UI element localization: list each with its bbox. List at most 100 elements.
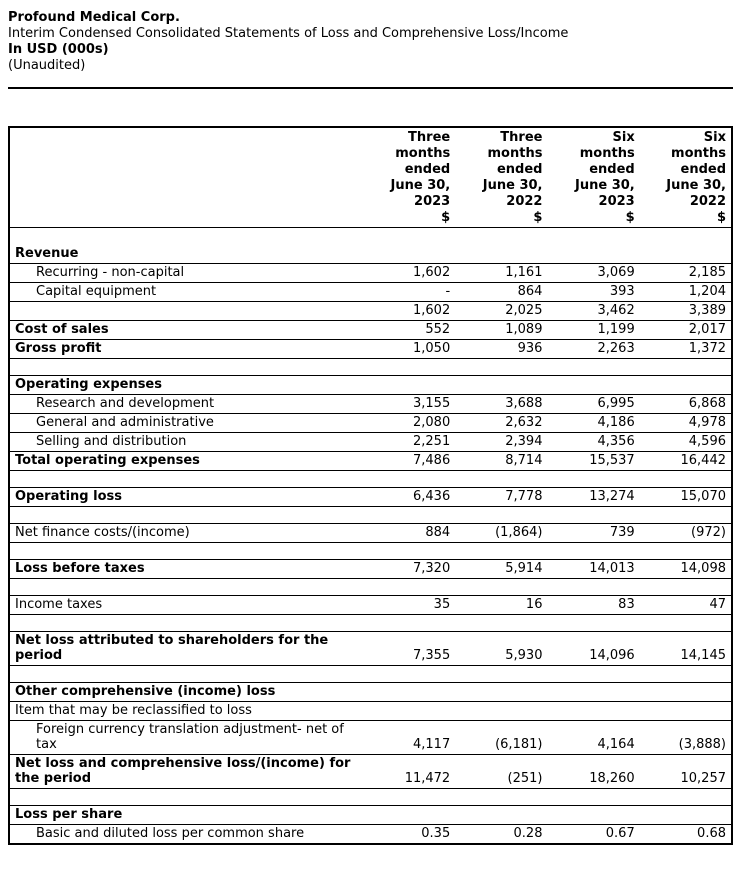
company-name: Profound Medical Corp. [8, 10, 180, 25]
table-row-spacer-5 [9, 578, 732, 596]
table-row-revenue-header: Revenue [9, 244, 732, 264]
cell-value [455, 506, 548, 524]
table-row-spacer-2 [9, 470, 732, 488]
table-row-spacer-1 [9, 358, 732, 376]
cell-value [547, 665, 640, 683]
cell-value: 4,596 [639, 432, 732, 452]
row-label: Income taxes [9, 595, 363, 615]
cell-value: 2,263 [547, 339, 640, 359]
table-row-general-and-administrative: General and administrative 2,080 2,632 4,18… [9, 413, 732, 433]
cell-value [639, 375, 732, 395]
cell-value: 1,372 [639, 339, 732, 359]
row-label [9, 578, 363, 596]
cell-value [547, 375, 640, 395]
table-row-loss-before-taxes: Loss before taxes 7,320 5,914 14,013 14,098 [9, 559, 732, 579]
cell-value [547, 228, 639, 245]
cell-value: 2,251 [362, 432, 456, 452]
cell-value: 7,320 [362, 559, 456, 579]
cell-value [455, 578, 548, 596]
audit-note: (Unaudited) [8, 58, 86, 73]
cell-value [362, 701, 456, 721]
row-label-column-header [9, 127, 363, 228]
cell-value: (251) [455, 754, 548, 789]
cell-value: 4,117 [362, 720, 456, 755]
cell-value [455, 375, 548, 395]
cell-value [547, 682, 640, 702]
cell-value [547, 701, 640, 721]
cell-value [639, 358, 732, 376]
row-label [9, 506, 363, 524]
cell-value [547, 358, 640, 376]
row-label: Cost of sales [9, 320, 363, 340]
cell-value [639, 542, 732, 560]
cell-value: 0.28 [455, 824, 548, 844]
cell-value: 16,442 [639, 451, 732, 471]
cell-value [455, 244, 548, 264]
table-row-total-operating-expenses: Total operating expenses 7,486 8,714 15,537… [9, 451, 732, 471]
cell-value: 10,257 [639, 754, 732, 789]
cell-value [640, 228, 732, 245]
row-label: Research and development [9, 394, 363, 414]
cell-value: 0.67 [547, 824, 640, 844]
cell-value: 83 [547, 595, 640, 615]
cell-value: 14,013 [547, 559, 640, 579]
table-row-operating-expenses-header: Operating expenses [9, 375, 732, 395]
cell-value [455, 614, 548, 632]
cell-value [547, 244, 640, 264]
row-label [9, 614, 363, 632]
cell-value [455, 805, 548, 825]
cell-value: 4,186 [547, 413, 640, 433]
cell-value [639, 244, 732, 264]
header-divider [8, 87, 733, 89]
row-label: Item that may be reclassified to loss [9, 701, 363, 721]
cell-value: 6,995 [547, 394, 640, 414]
table-row-other-comprehensive-income-loss-header: Other comprehensive (income) loss [9, 682, 732, 702]
cell-value: 1,602 [362, 301, 456, 321]
cell-value [362, 682, 456, 702]
table-row-total-revenue: 1,602 2,025 3,462 3,389 [9, 301, 732, 321]
cell-value [362, 375, 456, 395]
period-column-header-three-months-2023: Three months ended June 30, 2023 $ [362, 127, 456, 228]
cell-value [639, 701, 732, 721]
cell-value [639, 665, 732, 683]
cell-value: 14,096 [547, 631, 640, 666]
cell-value: 2,080 [362, 413, 456, 433]
cell-value: (3,888) [639, 720, 732, 755]
period-column-header-six-months-2023: Six months ended June 30, 2023 $ [547, 127, 640, 228]
cell-value [547, 506, 640, 524]
cell-value: (972) [639, 523, 732, 543]
cell-value [455, 788, 548, 806]
table-row-spacer-6 [9, 614, 732, 632]
row-label [9, 665, 363, 683]
cell-value: 3,462 [547, 301, 640, 321]
row-label [9, 301, 363, 321]
cell-value: 393 [547, 282, 640, 302]
cell-value [455, 542, 548, 560]
cell-value [547, 788, 640, 806]
cell-value [362, 470, 456, 488]
cell-value [547, 614, 640, 632]
cell-value: 936 [455, 339, 548, 359]
cell-value: 6,868 [639, 394, 732, 414]
cell-value [362, 358, 456, 376]
cell-value: 11,472 [362, 754, 456, 789]
currency-note: In USD (000s) [8, 42, 109, 57]
cell-value: 7,355 [362, 631, 456, 666]
table-row-spacer-3 [9, 506, 732, 524]
row-label: Net loss and comprehensive loss/(income)… [9, 754, 363, 789]
cell-value [639, 506, 732, 524]
cell-value [362, 578, 456, 596]
cell-value: 14,098 [639, 559, 732, 579]
table-header-row: Three months ended June 30, 2023 $ Three… [9, 127, 732, 228]
period-column-header-three-months-2022: Three months ended June 30, 2022 $ [455, 127, 548, 228]
table-row-operating-loss: Operating loss 6,436 7,778 13,274 15,070 [9, 487, 732, 507]
cell-value: 3,688 [455, 394, 548, 414]
cell-value: 3,389 [639, 301, 732, 321]
table-row-net-finance-costs: Net finance costs/(income) 884 (1,864) 739(… [9, 523, 732, 543]
table-row-basic-and-diluted-loss-per-share: Basic and diluted loss per common share 0… [9, 824, 732, 844]
cell-value [455, 665, 548, 683]
row-label: Recurring - non-capital [9, 263, 363, 283]
cell-value: 2,394 [455, 432, 548, 452]
cell-value [362, 244, 456, 264]
cell-value: 0.68 [639, 824, 732, 844]
